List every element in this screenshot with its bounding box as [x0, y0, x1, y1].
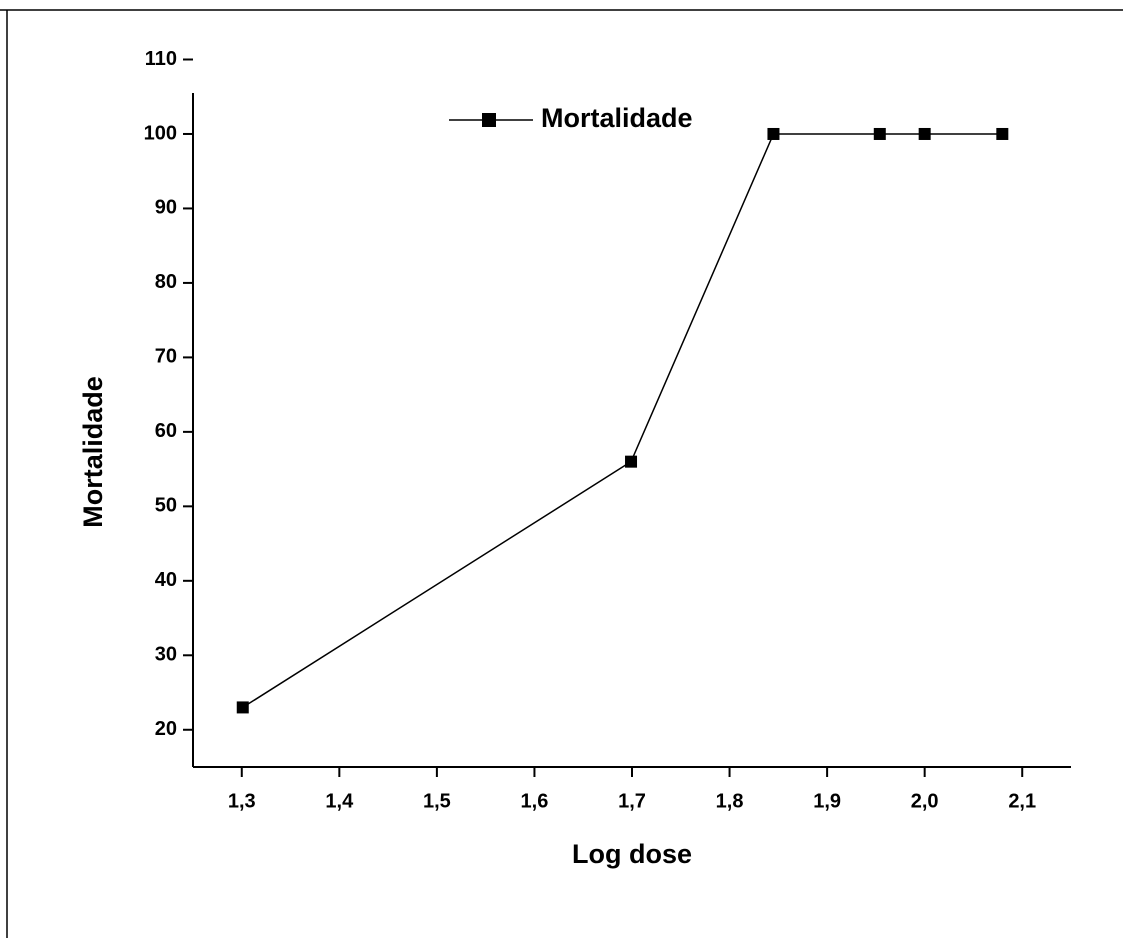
point: [767, 127, 780, 140]
x-tick-label: 1,7: [618, 790, 646, 812]
point: [873, 127, 886, 140]
y-tick-label: 110: [145, 48, 177, 70]
y-tick-label: 100: [144, 122, 177, 144]
legend-marker: [482, 113, 496, 127]
y-tick-label: 50: [155, 495, 177, 517]
y-axis-title: Mortalidade: [78, 376, 108, 528]
x-tick-label: 1,5: [423, 790, 451, 812]
legend-label: Mortalidade: [541, 103, 693, 133]
point: [918, 127, 931, 140]
x-tick-label: 1,4: [325, 790, 354, 812]
y-tick-label: 70: [155, 346, 177, 368]
x-tick-label: 1,3: [228, 790, 256, 812]
series-line: [242, 133, 1003, 709]
y-tick-label: 30: [155, 644, 177, 666]
point: [236, 701, 249, 714]
y-tick-label: 20: [155, 718, 177, 740]
x-tick-label: 1,8: [716, 790, 744, 812]
x-tick-label: 2,0: [911, 790, 939, 812]
x-tick-label: 1,6: [521, 790, 549, 812]
x-tick-label: 1,9: [813, 790, 841, 812]
y-tick-label: 40: [155, 569, 177, 591]
y-tick-label: 80: [155, 271, 177, 293]
y-tick-label: 90: [155, 197, 177, 219]
point: [625, 455, 638, 468]
x-axis-title: Log dose: [572, 839, 692, 869]
x-tick-label: 2,1: [1008, 790, 1036, 812]
point: [996, 127, 1009, 140]
y-tick-label: 60: [155, 420, 177, 442]
